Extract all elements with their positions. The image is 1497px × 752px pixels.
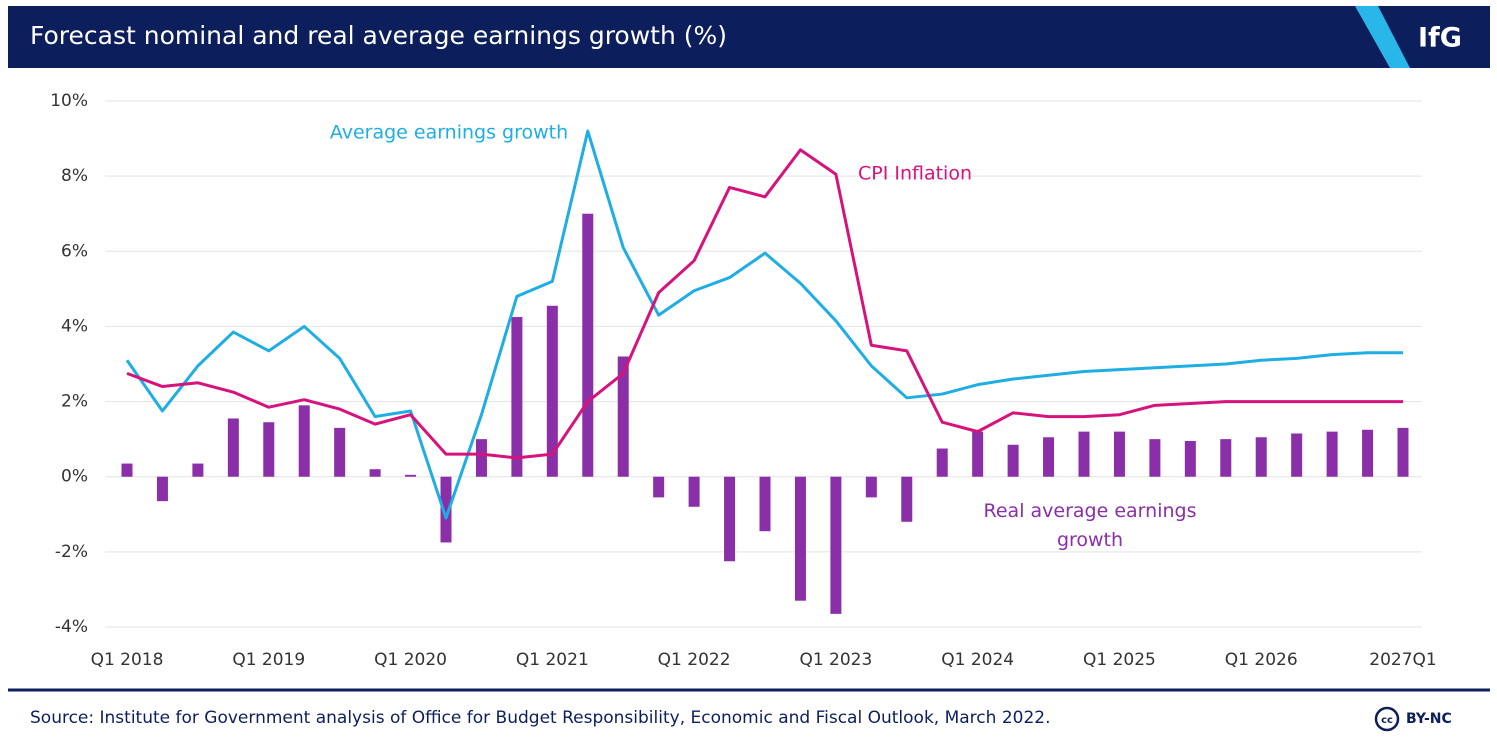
x-tick-label: 2027Q1 [1369,650,1436,670]
y-tick-label: 6% [61,241,88,261]
y-tick-label: -4% [55,617,88,637]
bar [298,405,310,477]
bar [688,476,700,507]
bar [972,431,984,477]
x-tick-label: Q1 2020 [374,650,447,670]
bar [369,469,381,477]
chart-title: Forecast nominal and real average earnin… [30,21,727,50]
bar [582,213,594,477]
logo: IfG [1418,23,1462,54]
legend-label: CPI Inflation [858,163,972,185]
bar [1362,429,1374,477]
bar [156,476,168,502]
bar [1113,431,1125,477]
header-bar [8,6,1490,68]
y-tick-label: 10% [50,91,88,111]
legend-label: Real average earnings growth [983,500,1197,551]
bar [1078,431,1090,477]
bar [759,476,771,532]
line [126,148,1403,460]
y-tick-label: -2% [55,542,88,562]
bar [794,476,806,601]
bar [334,427,346,477]
bar [475,439,487,477]
x-tick-label: Q1 2025 [1083,650,1156,670]
y-tick-label: 0% [61,467,88,487]
y-tick-label: 4% [61,316,88,336]
bar [724,476,736,562]
bar [1184,441,1196,477]
bar [192,463,204,477]
x-tick-label: Q1 2021 [516,650,589,670]
legend-label: Average earnings growth [330,122,568,144]
license: BY-NC [1406,711,1452,727]
bar [511,317,523,477]
bar [1007,444,1019,477]
source: Source: Institute for Government analysi… [30,708,1051,728]
line [125,129,1403,520]
bar [865,476,877,498]
bar [830,476,842,614]
y-tick-label: 8% [61,166,88,186]
cc-icon [1374,706,1400,732]
bar [1291,433,1303,477]
x-tick-label: Q1 2023 [799,650,872,670]
bar [1220,439,1232,477]
bar [901,476,913,522]
bar [1149,439,1161,477]
bar [1043,437,1055,477]
bar [653,476,665,498]
bar [936,448,948,477]
bar [440,476,452,543]
bar [227,418,239,477]
bar [121,463,133,477]
x-tick-label: Q1 2018 [91,650,164,670]
bar [1255,437,1267,477]
x-tick-label: Q1 2022 [658,650,731,670]
logo-stripe [1355,6,1410,68]
bar [617,356,629,477]
bar [405,474,417,477]
bar [1326,431,1338,477]
x-tick-label: Q1 2024 [941,650,1014,670]
cc-icon-text: cc [1381,715,1393,726]
bar [1397,427,1409,477]
x-tick-label: Q1 2019 [232,650,305,670]
bar [263,422,275,477]
bar [546,305,558,477]
y-tick-label: 2% [61,392,88,412]
x-tick-label: Q1 2026 [1225,650,1298,670]
